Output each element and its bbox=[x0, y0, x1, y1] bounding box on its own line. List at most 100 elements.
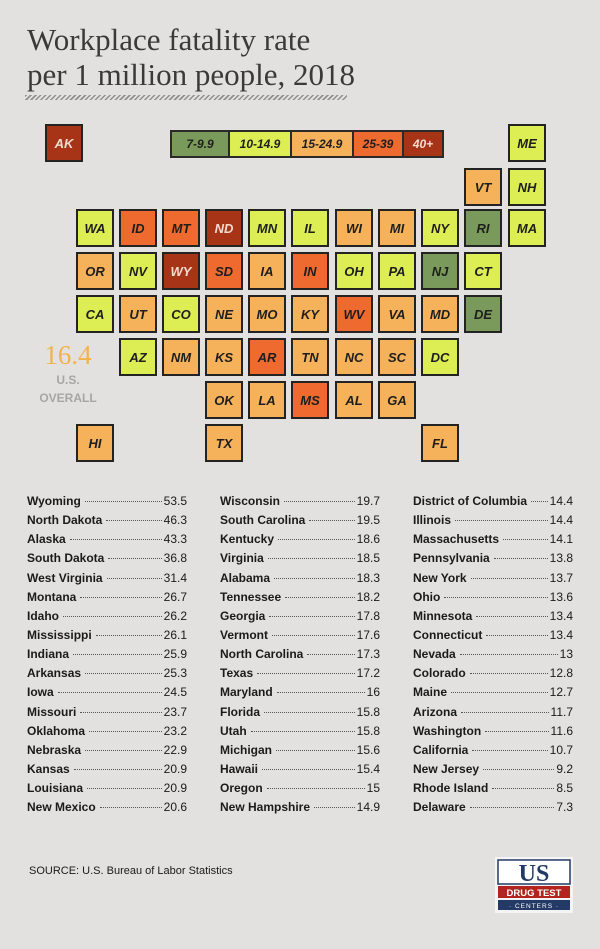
state-name: Georgia bbox=[220, 608, 266, 623]
fatality-rate-value: 14.9 bbox=[356, 800, 380, 815]
state-tile-ok: OK bbox=[205, 381, 243, 419]
state-tile-id: ID bbox=[119, 209, 157, 247]
state-name: Vermont bbox=[220, 627, 269, 642]
fatality-rate-value: 15.4 bbox=[356, 761, 380, 776]
state-tile-nd: ND bbox=[205, 209, 243, 247]
state-name: South Dakota bbox=[27, 551, 105, 566]
state-name: Oklahoma bbox=[27, 723, 86, 738]
state-name: Iowa bbox=[27, 685, 54, 700]
state-name: Michigan bbox=[220, 742, 273, 757]
dot-leader bbox=[262, 768, 355, 770]
dot-leader bbox=[106, 520, 162, 522]
state-tile-wa: WA bbox=[76, 209, 114, 247]
fatality-rate-value: 18.6 bbox=[356, 532, 380, 547]
state-tile-nj: NJ bbox=[421, 252, 459, 290]
state-tile-co: CO bbox=[162, 295, 200, 333]
dot-leader bbox=[472, 749, 548, 751]
state-tile-mo: MO bbox=[248, 295, 286, 333]
state-tile-ny: NY bbox=[421, 209, 459, 247]
state-name: Maryland bbox=[220, 685, 273, 700]
dot-leader bbox=[274, 577, 355, 579]
fatality-rate-value: 17.6 bbox=[356, 627, 380, 642]
dot-leader bbox=[470, 577, 548, 579]
state-name: Colorado bbox=[413, 666, 466, 681]
ranking-row: Texas 17.2 bbox=[220, 666, 380, 685]
state-name: New Mexico bbox=[27, 800, 96, 815]
ranking-row: West Virginia 31.4 bbox=[27, 571, 187, 590]
ranking-row: Kansas 20.9 bbox=[27, 762, 187, 781]
ranking-row: District of Columbia 14.4 bbox=[413, 494, 573, 513]
state-tile-la: LA bbox=[248, 381, 286, 419]
ranking-row: Maryland 16 bbox=[220, 685, 380, 704]
state-name: Utah bbox=[220, 723, 247, 738]
dot-leader bbox=[486, 634, 548, 636]
title-underline bbox=[25, 95, 347, 100]
dot-leader bbox=[257, 673, 355, 675]
legend-item-10-14.9: 10-14.9 bbox=[230, 132, 292, 156]
state-name: West Virginia bbox=[27, 570, 103, 585]
state-name: Oregon bbox=[220, 781, 263, 796]
state-name: District of Columbia bbox=[413, 494, 528, 508]
state-name: Alabama bbox=[220, 570, 271, 585]
state-tile-vt: VT bbox=[464, 168, 502, 206]
dot-leader bbox=[444, 596, 548, 598]
ranking-row: Minnesota 13.4 bbox=[413, 609, 573, 628]
us-overall-label-1: U.S. bbox=[56, 373, 80, 387]
ranking-row: Arkansas 25.3 bbox=[27, 666, 187, 685]
color-legend: 7-9.9 10-14.9 15-24.9 25-39 40+ bbox=[170, 130, 444, 158]
state-tile-mi: MI bbox=[378, 209, 416, 247]
state-tile-me: ME bbox=[508, 124, 546, 162]
state-name: Maine bbox=[413, 685, 448, 700]
ranking-row: New Mexico 20.6 bbox=[27, 800, 187, 819]
state-tile-ms: MS bbox=[291, 381, 329, 419]
ranking-row: New York 13.7 bbox=[413, 571, 573, 590]
state-name: Hawaii bbox=[220, 761, 259, 776]
dot-leader bbox=[483, 768, 555, 770]
fatality-rate-value: 14.4 bbox=[549, 513, 573, 528]
dot-leader bbox=[85, 673, 162, 675]
state-name: Louisiana bbox=[27, 781, 84, 796]
ranking-row: North Dakota 46.3 bbox=[27, 513, 187, 532]
us-overall-value: 16.4 bbox=[44, 340, 92, 370]
state-name: Missouri bbox=[27, 704, 77, 719]
state-name: Wyoming bbox=[27, 494, 81, 508]
dot-leader bbox=[108, 558, 162, 560]
legend-item-15-24.9: 15-24.9 bbox=[292, 132, 354, 156]
ranking-row: Wyoming 53.5 bbox=[27, 494, 187, 513]
state-name: Idaho bbox=[27, 608, 59, 623]
dot-leader bbox=[503, 539, 548, 541]
ranking-row: New Hampshire 14.9 bbox=[220, 800, 380, 819]
dot-leader bbox=[283, 501, 355, 502]
ranking-row: Nebraska 22.9 bbox=[27, 743, 187, 762]
ranking-row: Indiana 25.9 bbox=[27, 647, 187, 666]
state-tile-fl: FL bbox=[421, 424, 459, 462]
dot-leader bbox=[84, 501, 162, 502]
state-tile-ri: RI bbox=[464, 209, 502, 247]
state-tile-mn: MN bbox=[248, 209, 286, 247]
state-name: Pennsylvania bbox=[413, 551, 490, 566]
dot-leader bbox=[459, 654, 558, 656]
fatality-rate-value: 15.6 bbox=[356, 742, 380, 757]
ranking-row: Colorado 12.8 bbox=[413, 666, 573, 685]
state-tile-oh: OH bbox=[335, 252, 373, 290]
dot-leader bbox=[73, 768, 162, 770]
ranking-row: Delaware 7.3 bbox=[413, 800, 573, 819]
state-tile-ks: KS bbox=[205, 338, 243, 376]
fatality-rate-value: 12.7 bbox=[549, 685, 573, 700]
state-tile-wi: WI bbox=[335, 209, 373, 247]
fatality-rate-value: 43.3 bbox=[163, 532, 187, 547]
ranking-row: Vermont 17.6 bbox=[220, 628, 380, 647]
ranking-row: Alaska 43.3 bbox=[27, 532, 187, 551]
dot-leader bbox=[307, 654, 355, 656]
state-tile-ky: KY bbox=[291, 295, 329, 333]
ranking-row: Arizona 11.7 bbox=[413, 705, 573, 724]
dot-leader bbox=[264, 711, 355, 713]
state-name: Mississippi bbox=[27, 627, 92, 642]
state-name: New Hampshire bbox=[220, 800, 311, 815]
ranking-row: Illinois 14.4 bbox=[413, 513, 573, 532]
dot-leader bbox=[106, 577, 162, 579]
fatality-rate-value: 17.8 bbox=[356, 608, 380, 623]
state-tile-wv: WV bbox=[335, 295, 373, 333]
state-name: New Jersey bbox=[413, 761, 480, 776]
dot-leader bbox=[485, 730, 549, 732]
